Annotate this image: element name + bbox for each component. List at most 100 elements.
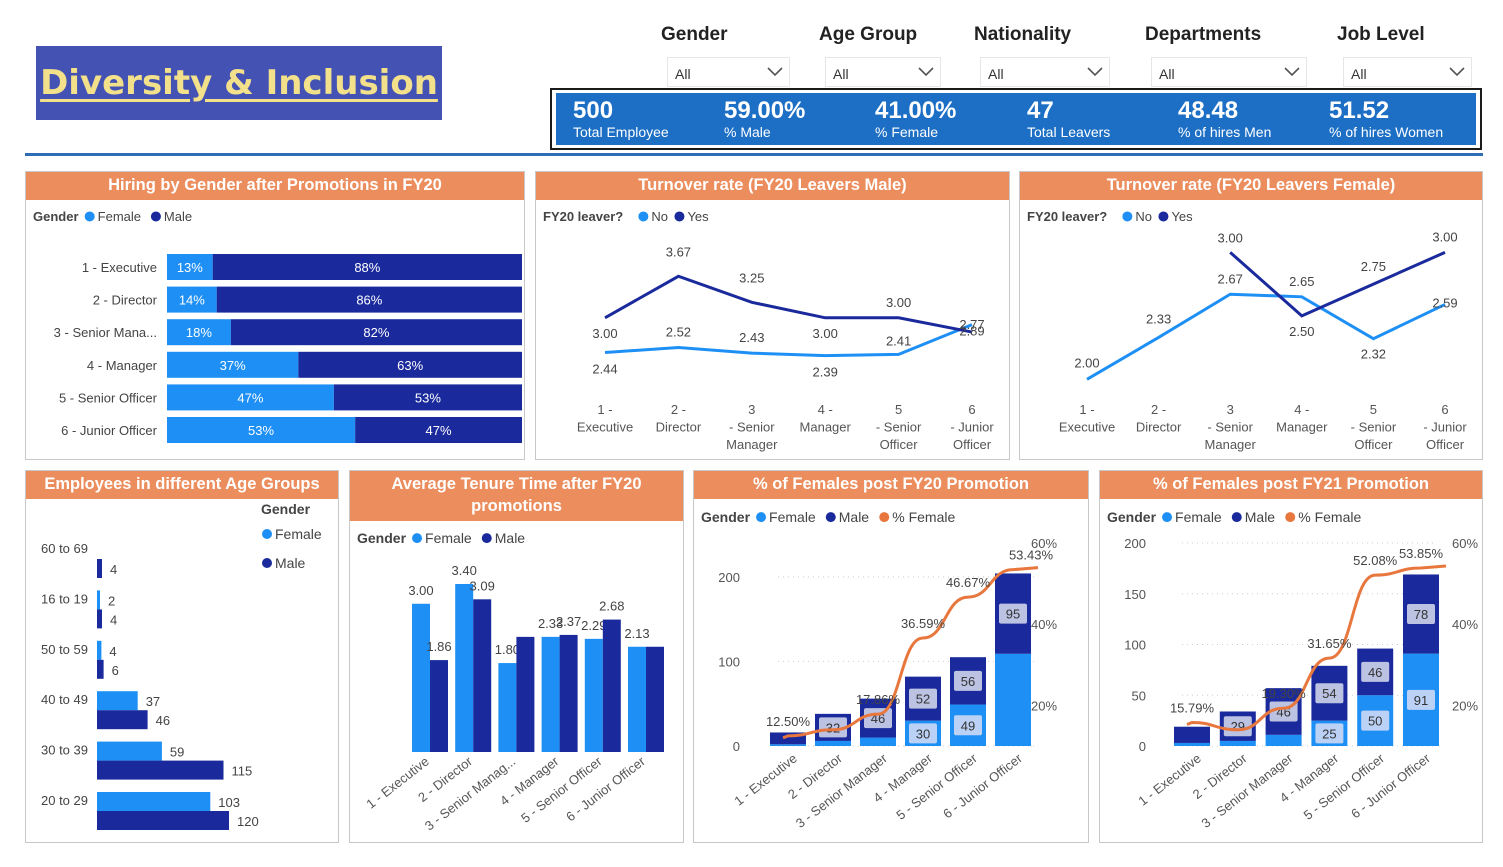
data-label: 47%	[237, 390, 263, 405]
kpi-value: 59.00%	[724, 97, 806, 124]
bar-female	[584, 638, 603, 752]
data-label: 2.59	[1432, 295, 1457, 310]
legend-marker	[674, 211, 685, 222]
data-label-bg	[1407, 689, 1435, 710]
bar-male	[646, 646, 664, 752]
legend-entry: No	[651, 209, 668, 224]
line-no	[1086, 292, 1446, 381]
females-fy21-chart: Gender Female Male % Female 0 50 100 150 200 20% 4…	[1107, 509, 1478, 831]
slicer-nationality-dropdown[interactable]: All	[980, 57, 1110, 87]
chevron-down-icon	[1449, 67, 1465, 77]
data-label: 4	[110, 612, 117, 627]
data-label: 32	[826, 720, 840, 735]
bar-female	[167, 351, 299, 378]
category-label: 5- Senior Officer	[1351, 402, 1397, 452]
data-label: 2.32	[1361, 347, 1386, 362]
category-label: 6 - Junior Officer	[563, 753, 648, 824]
panel-females-fy21[interactable]: % of Females post FY21 Promotion Gender F…	[1099, 470, 1483, 843]
slicer-departments-dropdown[interactable]: All	[1151, 57, 1307, 87]
pct-female-line	[1186, 564, 1447, 732]
data-label: 2.77	[959, 317, 984, 332]
data-label: 95	[1006, 607, 1020, 622]
bar-male	[97, 760, 224, 780]
y-tick-label: 200	[1124, 536, 1146, 551]
bar-male	[212, 254, 523, 280]
y2-tick-label: 60%	[1452, 536, 1478, 551]
slicer-departments-label: Departments	[1145, 24, 1262, 45]
slicer-job-level-value: All	[1351, 66, 1367, 82]
data-label: 1.80	[495, 642, 520, 657]
bar-female	[167, 384, 334, 411]
data-label-bg	[999, 603, 1027, 624]
data-label: 78	[1414, 607, 1428, 622]
panel-turnover-female[interactable]: Turnover rate (FY20 Leavers Female) FY20…	[1019, 171, 1483, 460]
legend-marker	[481, 533, 492, 544]
panel-hiring-by-gender[interactable]: Hiring by Gender after Promotions in FY2…	[25, 171, 525, 460]
slicer-gender-value: All	[675, 66, 691, 82]
bar-female	[1174, 742, 1210, 746]
category-label: 40 to 49	[41, 692, 88, 707]
legend-marker	[1158, 211, 1169, 222]
bar-female	[860, 737, 896, 746]
legend-title: Gender	[261, 501, 311, 517]
line-yes	[1229, 251, 1446, 318]
bar-female	[770, 744, 806, 746]
data-label: 103	[218, 795, 240, 810]
category-label: 60 to 69	[41, 541, 88, 556]
legend-marker	[84, 211, 95, 222]
slicer-gender-dropdown[interactable]: All	[667, 57, 790, 87]
data-label: 86%	[356, 293, 382, 308]
bar-female	[455, 584, 474, 752]
category-label: 3 - Senior Mana...	[54, 325, 157, 340]
data-label: 3.00	[408, 583, 433, 598]
legend-marker	[1285, 512, 1296, 523]
slicer-nationality-label: Nationality	[974, 24, 1072, 45]
category-label: 30 to 39	[41, 743, 88, 758]
data-label: 30	[916, 726, 930, 741]
pct-data-label: 17.86%	[856, 692, 901, 707]
category-label: 16 to 19	[41, 591, 88, 606]
kpi-value: 51.52	[1329, 97, 1390, 124]
slicer-gender-label: Gender	[661, 24, 728, 45]
y2-tick-label: 20%	[1031, 698, 1057, 713]
kpi-hires-women: 51.52% of hires Women	[1329, 93, 1443, 140]
bar-male	[355, 417, 522, 443]
bar-female	[167, 254, 213, 280]
slicer-age-group-dropdown[interactable]: All	[825, 57, 941, 87]
legend-entry: Female	[425, 530, 472, 546]
panel-turnover-male[interactable]: Turnover rate (FY20 Leavers Male) FY20 l…	[535, 171, 1010, 460]
category-label: 2 -Director	[1136, 402, 1182, 435]
chevron-down-icon	[918, 67, 934, 77]
age-groups-chart: Gender Female Male 60 to 69 4 16 to 19 2 4 50 to…	[41, 501, 322, 830]
y2-tick-label: 40%	[1031, 617, 1057, 632]
pct-data-label: 19.30%	[1262, 686, 1307, 701]
legend-marker	[262, 529, 272, 539]
panel-title: Turnover rate (FY20 Leavers Male)	[536, 172, 1009, 200]
data-label: 56	[961, 674, 975, 689]
pct-data-label: 52.08%	[1353, 553, 1398, 568]
legend-title: FY20 leaver?	[543, 209, 623, 224]
kpi-total-employee: 500 Total Employee	[573, 93, 669, 140]
legend-entry: Male	[1245, 509, 1276, 525]
panel-females-fy20[interactable]: % of Females post FY20 Promotion Gender F…	[693, 470, 1089, 843]
panel-average-tenure[interactable]: Average Tenure Time after FY20 promotion…	[349, 470, 684, 843]
data-label: 2.00	[1074, 355, 1099, 370]
category-label: 50 to 59	[41, 642, 88, 657]
slicer-job-level-dropdown[interactable]: All	[1343, 57, 1472, 87]
data-label: 53%	[415, 390, 441, 405]
bar-female	[97, 640, 102, 660]
females-fy20-chart: Gender Female Male % Female 0 100 200 20% 40% 60%…	[701, 509, 1057, 831]
turnover-female-chart: FY20 leaver? No Yes 2.00 2.33 2.67 2.65 2.32 2.5…	[1027, 209, 1467, 452]
category-label: 5 - Senior Officer	[1301, 750, 1388, 823]
data-label: 2.33	[1146, 311, 1171, 326]
category-label: 1 - Executive	[82, 260, 157, 275]
bar-male	[97, 559, 102, 578]
data-label: 14%	[179, 293, 205, 308]
panel-title: Hiring by Gender after Promotions in FY2…	[26, 172, 524, 200]
panel-age-groups[interactable]: Employees in different Age Groups Gender…	[25, 470, 339, 843]
pct-data-label: 53.85%	[1399, 546, 1444, 561]
data-label: 3.00	[813, 326, 838, 341]
data-label: 88%	[354, 260, 380, 275]
data-label: 2.33	[538, 616, 563, 631]
